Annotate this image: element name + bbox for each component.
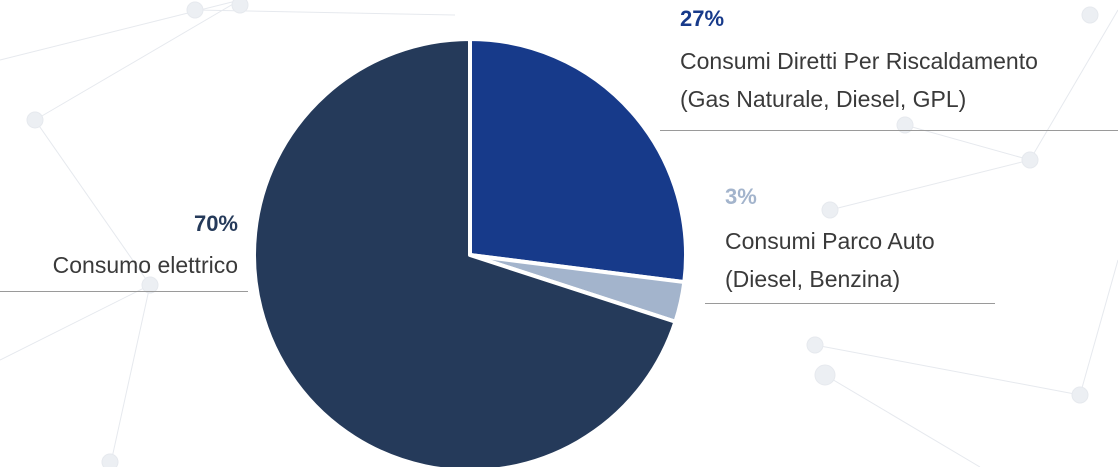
category-label: Consumi Diretti Per Riscaldamento (Gas N… <box>680 48 1038 112</box>
pie-slice <box>468 37 688 285</box>
label-rule <box>705 303 995 304</box>
category-label: Consumi Parco Auto (Diesel, Benzina) <box>725 228 935 292</box>
label-rule <box>0 291 248 292</box>
label-rule <box>660 130 1118 131</box>
pie-slice <box>252 37 678 467</box>
category-label: Consumo elettrico <box>52 252 238 278</box>
pie <box>252 37 688 467</box>
value-label: 3% <box>725 184 757 209</box>
value-label: 70% <box>193 211 238 236</box>
value-label: 27% <box>680 6 725 31</box>
